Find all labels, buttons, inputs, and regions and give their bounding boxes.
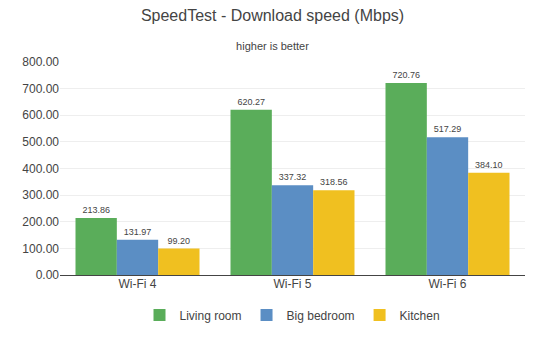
svg-text:0.00: 0.00 bbox=[36, 268, 60, 282]
svg-text:700.00: 700.00 bbox=[22, 82, 59, 96]
svg-text:99.20: 99.20 bbox=[168, 236, 191, 246]
svg-text:400.00: 400.00 bbox=[22, 162, 59, 176]
svg-text:200.00: 200.00 bbox=[22, 215, 59, 229]
svg-text:Big bedroom: Big bedroom bbox=[287, 309, 355, 323]
svg-text:213.86: 213.86 bbox=[82, 205, 110, 215]
svg-text:318.56: 318.56 bbox=[320, 177, 348, 187]
svg-text:SpeedTest - Download speed (Mb: SpeedTest - Download speed (Mbps) bbox=[141, 7, 404, 24]
svg-text:100.00: 100.00 bbox=[22, 242, 59, 256]
svg-text:300.00: 300.00 bbox=[22, 188, 59, 202]
svg-text:Wi-Fi 5: Wi-Fi 5 bbox=[274, 277, 312, 291]
svg-text:337.32: 337.32 bbox=[279, 172, 307, 182]
svg-text:384.10: 384.10 bbox=[475, 160, 503, 170]
svg-text:620.27: 620.27 bbox=[237, 97, 265, 107]
svg-text:Wi-Fi 6: Wi-Fi 6 bbox=[429, 277, 467, 291]
svg-text:600.00: 600.00 bbox=[22, 108, 59, 122]
svg-text:Kitchen: Kitchen bbox=[400, 309, 440, 323]
svg-text:131.97: 131.97 bbox=[124, 227, 152, 237]
svg-text:Wi-Fi 4: Wi-Fi 4 bbox=[119, 277, 157, 291]
svg-text:Living room: Living room bbox=[180, 309, 242, 323]
svg-text:517.29: 517.29 bbox=[434, 124, 462, 134]
svg-text:720.76: 720.76 bbox=[392, 70, 420, 80]
svg-text:800.00: 800.00 bbox=[22, 55, 59, 69]
svg-text:higher is better: higher is better bbox=[236, 40, 309, 52]
svg-text:500.00: 500.00 bbox=[22, 135, 59, 149]
